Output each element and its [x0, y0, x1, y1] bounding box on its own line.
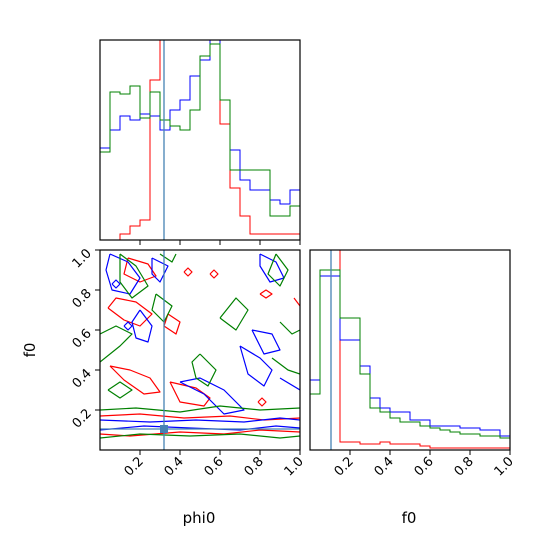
x-axis-label-phi0: phi0 — [183, 509, 216, 527]
joint-plot-area — [100, 250, 300, 450]
contour-series-2-level-0 — [100, 433, 300, 439]
f0-hist-series-2 — [310, 269, 510, 439]
f0-hist-series-1 — [310, 275, 510, 437]
contour-series-0-level-5 — [123, 257, 157, 283]
joint-truth-marker — [160, 425, 168, 433]
contour-series-0-level-11 — [293, 297, 300, 307]
f0-marginal-frame — [309, 249, 511, 451]
f0-hist-series-0 — [310, 250, 510, 449]
phi0-hist-series-2 — [100, 43, 300, 217]
contour-series-2-level-7 — [267, 253, 289, 287]
contour-series-2-level-5 — [191, 353, 217, 387]
x-axis-label-f0: f0 — [402, 509, 417, 527]
contour-series-0-level-10 — [259, 289, 273, 299]
phi0-hist-series-0 — [100, 40, 300, 240]
phi0-marginal-panel — [99, 39, 301, 245]
contour-series-0-level-4 — [107, 297, 153, 327]
contour-series-0-level-3 — [169, 381, 211, 407]
contour-series-1-level-6 — [239, 345, 273, 387]
contour-series-1-level-3 — [131, 309, 153, 343]
contour-series-2-level-10 — [279, 321, 300, 335]
contour-series-1-level-9 — [279, 377, 300, 391]
y-axis-label-f0: f0 — [21, 343, 39, 358]
contour-series-0-level-7 — [257, 397, 267, 407]
contour-series-2-level-1 — [100, 405, 300, 413]
contour-series-1-level-1 — [100, 417, 300, 423]
contour-series-0-level-8 — [183, 267, 193, 277]
phi0-marginal-frame — [99, 39, 301, 241]
contour-series-1-level-7 — [251, 329, 281, 355]
contour-series-0-level-6 — [163, 313, 181, 335]
contour-series-1-level-10 — [111, 279, 121, 289]
phi0-marginal-plot-area — [100, 40, 300, 240]
contour-series-2-level-3 — [119, 253, 149, 299]
contour-series-1-level-5 — [179, 377, 245, 415]
joint-frame — [99, 249, 301, 451]
contour-series-2-level-11 — [107, 381, 133, 399]
contour-series-2-level-8 — [271, 357, 300, 375]
contour-series-0-level-9 — [209, 269, 219, 279]
contour-series-2-level-2 — [100, 325, 133, 363]
contour-series-1-level-4 — [151, 257, 169, 283]
contour-series-2-level-6 — [219, 297, 249, 331]
contour-series-1-level-2 — [105, 253, 141, 295]
contour-series-1-level-11 — [123, 321, 133, 331]
f0-marginal-plot-area — [310, 250, 510, 450]
contour-series-0-level-2 — [109, 365, 161, 395]
